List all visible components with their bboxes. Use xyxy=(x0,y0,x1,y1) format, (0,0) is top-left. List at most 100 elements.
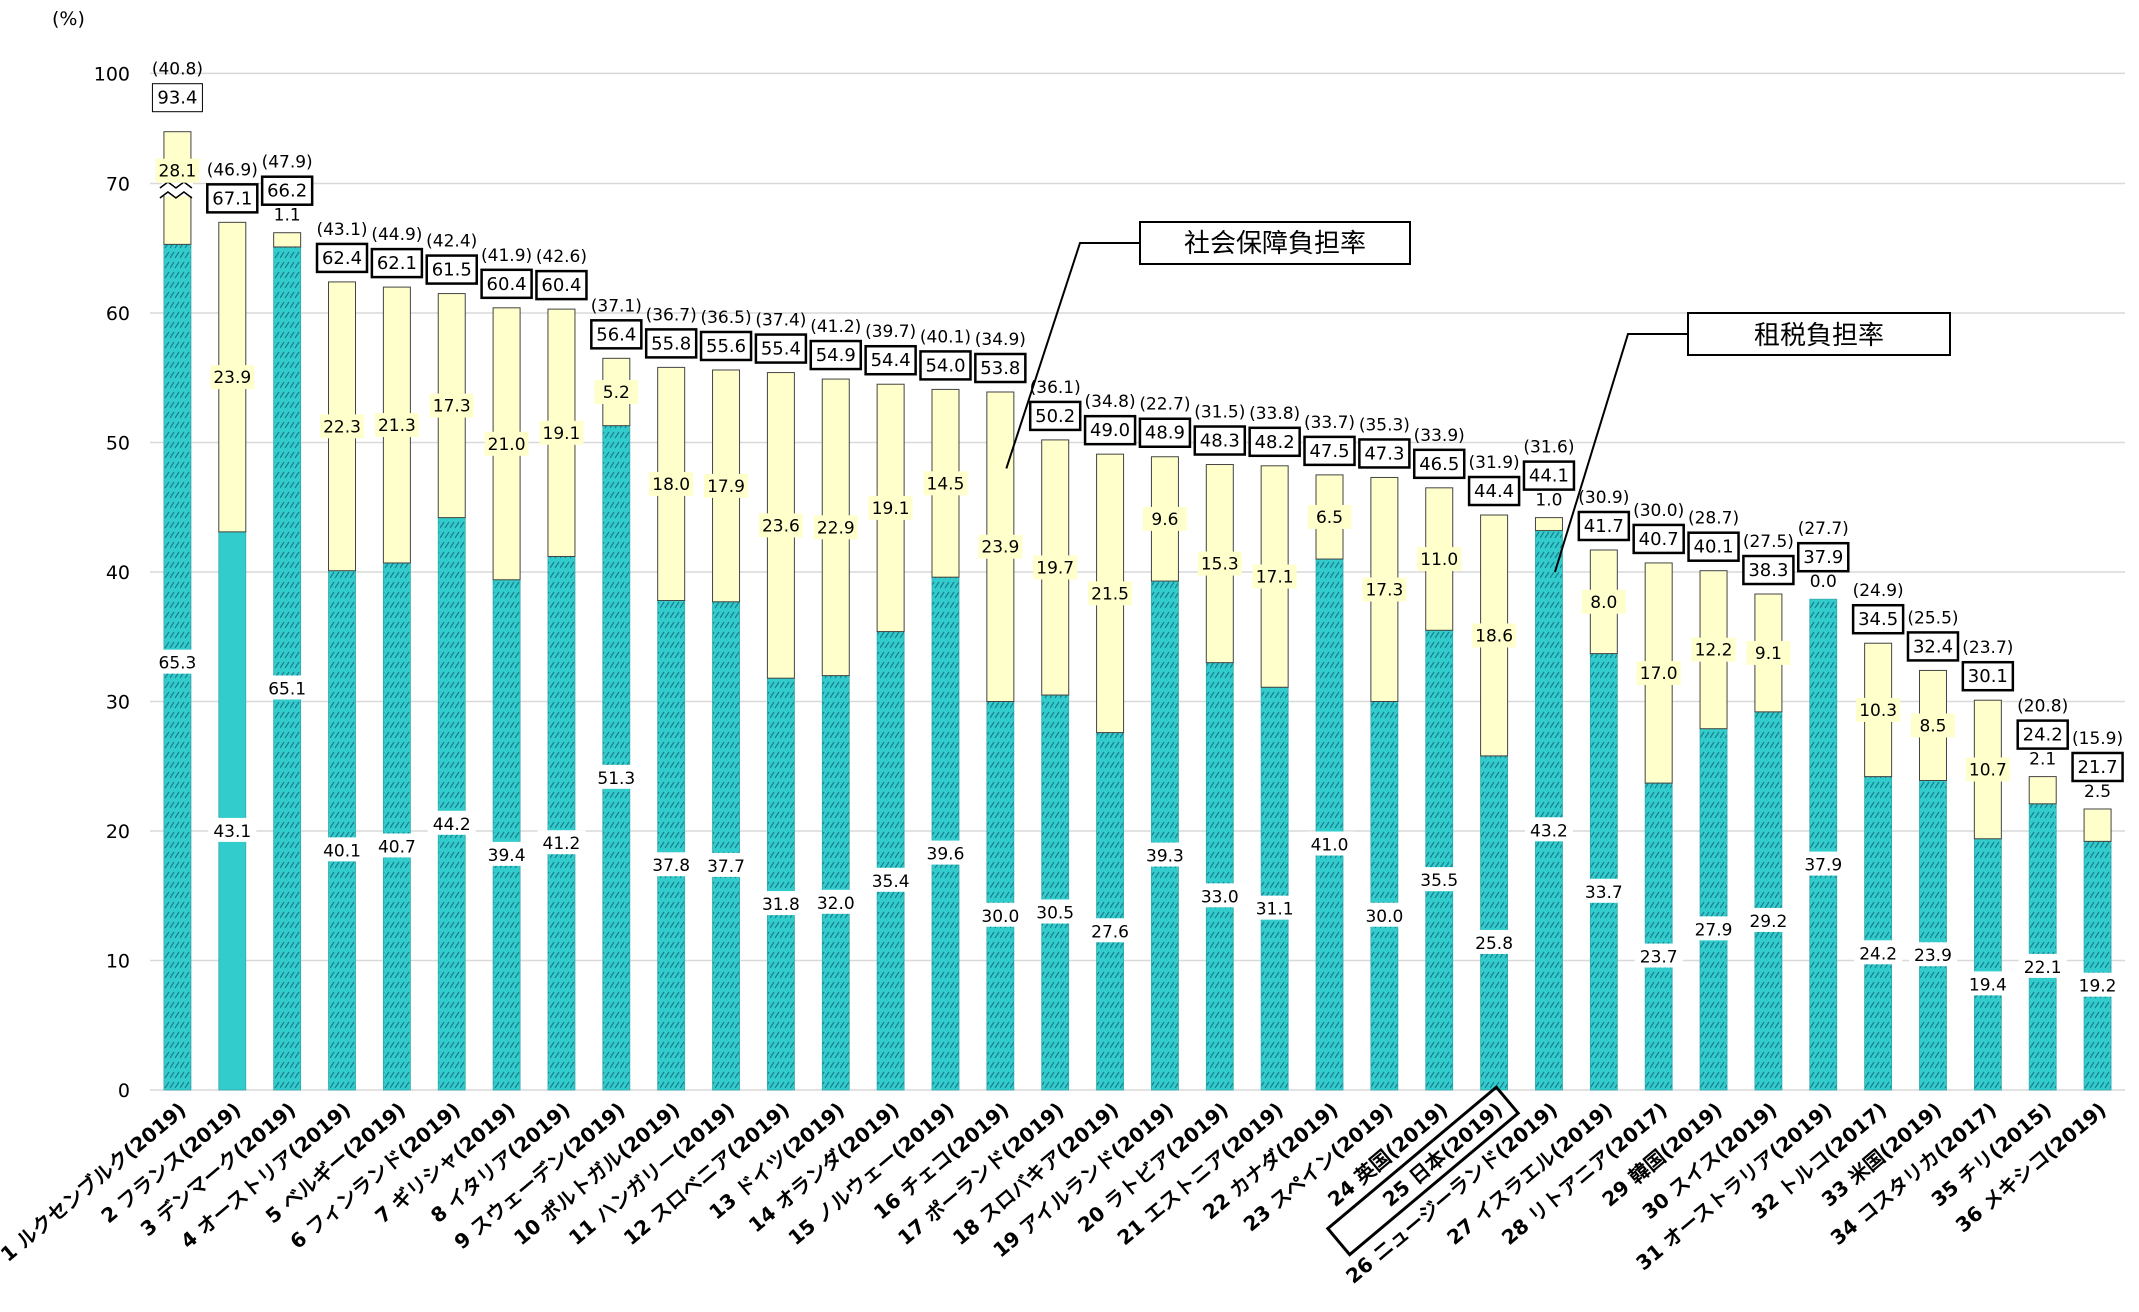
value-label-tax: 23.7 xyxy=(1640,948,1678,968)
callout-tax: 租税負担率 xyxy=(1754,321,1884,351)
value-label-bg xyxy=(429,393,474,418)
bar-tax xyxy=(547,556,576,1091)
value-label-bg xyxy=(868,495,913,520)
bar-tax xyxy=(1589,653,1618,1091)
bar-tax xyxy=(767,677,795,1091)
value-label-social: 10.3 xyxy=(1859,701,1897,721)
value-label-social: 17.3 xyxy=(1365,580,1403,600)
paren-label: (33.7) xyxy=(1304,413,1355,433)
paren-label: (25.5) xyxy=(1907,608,1958,628)
value-label-bg xyxy=(813,515,858,540)
value-label-bg xyxy=(978,534,1023,559)
bar-tax xyxy=(1205,662,1234,1091)
value-label-bg xyxy=(155,158,200,183)
value-label-bg xyxy=(1965,757,2010,782)
total-label: 55.6 xyxy=(706,336,746,357)
value-label-social: 12.2 xyxy=(1695,641,1733,661)
callout-box xyxy=(1687,312,1951,356)
value-label-bg xyxy=(1963,971,2012,996)
total-label: 46.5 xyxy=(1419,454,1459,475)
total-label: 49.0 xyxy=(1090,420,1130,441)
bar-tax xyxy=(1370,701,1399,1091)
bar-tax xyxy=(1535,530,1563,1091)
value-label-tax: 27.6 xyxy=(1091,922,1129,942)
value-label-tax: 19.2 xyxy=(2079,977,2117,997)
bar-tax xyxy=(1151,580,1179,1091)
bar-tax xyxy=(1699,728,1728,1091)
value-label-social: 21.3 xyxy=(378,416,416,436)
value-label-tax: 39.4 xyxy=(488,846,526,866)
total-box xyxy=(590,319,643,350)
bar-social-security xyxy=(1534,517,1563,532)
bars-group xyxy=(159,131,2112,1091)
paren-label: (30.0) xyxy=(1633,501,1684,521)
value-label-social: 8.5 xyxy=(1919,716,1946,736)
value-label-social: 19.1 xyxy=(872,499,910,519)
total-box xyxy=(1632,523,1685,555)
total-box xyxy=(1028,400,1082,432)
total-label: 48.3 xyxy=(1200,431,1240,452)
total-box xyxy=(644,328,698,359)
value-label-bg xyxy=(1908,942,1957,967)
value-label-bg xyxy=(263,675,312,700)
value-label-bg xyxy=(866,867,915,892)
total-box xyxy=(1138,417,1192,448)
value-label-tax: 25.8 xyxy=(1475,934,1513,954)
value-label-tax: 33.7 xyxy=(1585,883,1623,903)
total-label: 40.7 xyxy=(1639,529,1679,550)
value-label-bg xyxy=(1031,899,1080,924)
paren-label: (36.5) xyxy=(700,308,751,328)
bar-tax xyxy=(1644,782,1673,1091)
value-label-bg xyxy=(1086,918,1135,943)
paren-label: (33.9) xyxy=(1414,426,1465,446)
value-label-tax: 30.0 xyxy=(1365,907,1403,927)
value-label-bg xyxy=(153,649,202,674)
value-label-social: 9.1 xyxy=(1755,644,1782,664)
value-label-bg xyxy=(921,840,970,865)
y-tick-label: 70 xyxy=(106,174,130,196)
value-label-social: 15.3 xyxy=(1201,555,1239,575)
data-labels-group: 65.3 28.1 93.4 (40.8) 43.1 23.9 67.1 (46.9) 65.1… xyxy=(151,60,2124,997)
total-label: 66.2 xyxy=(267,181,307,202)
total-box xyxy=(1797,541,1850,573)
total-box xyxy=(535,269,588,301)
value-label-bg xyxy=(1195,883,1244,908)
bar-tax xyxy=(1480,755,1508,1091)
value-label-social: 17.1 xyxy=(1256,568,1294,588)
value-label-bg xyxy=(594,379,639,404)
value-label-tax: 41.0 xyxy=(1311,836,1349,856)
value-label-bg xyxy=(1362,577,1407,602)
value-label-social: 9.6 xyxy=(1151,510,1178,530)
value-label-tax: 37.8 xyxy=(652,856,690,876)
value-label-bg xyxy=(592,764,641,789)
value-label-tax: 31.8 xyxy=(762,895,800,915)
bar-tax xyxy=(931,576,960,1091)
paren-label: (36.1) xyxy=(1030,378,1081,398)
value-label-tax: 41.2 xyxy=(543,834,581,854)
total-label: 41.7 xyxy=(1584,516,1624,537)
value-label-tax: 30.0 xyxy=(981,907,1019,927)
bar-tax xyxy=(657,600,686,1091)
value-label-bg xyxy=(1250,895,1299,920)
bar-tax xyxy=(1919,780,1947,1091)
value-label-tax: 19.4 xyxy=(1969,975,2007,995)
total-label: 32.4 xyxy=(1913,636,1953,657)
value-label-bg xyxy=(647,852,696,877)
bar-tax xyxy=(876,631,905,1091)
total-box xyxy=(1467,475,1521,507)
value-label-bg xyxy=(1524,817,1573,842)
total-box xyxy=(919,350,972,381)
value-label-social: 28.1 xyxy=(159,162,197,182)
total-box xyxy=(151,83,203,113)
total-box xyxy=(974,352,1027,384)
total-box xyxy=(1961,660,2015,692)
value-label-social: 2.1 xyxy=(2029,750,2056,770)
paren-label: (15.9) xyxy=(2072,729,2123,749)
value-label-tax: 23.9 xyxy=(1914,946,1952,966)
value-label-bg xyxy=(1252,564,1297,589)
bar-tax xyxy=(328,570,356,1091)
bar-tax xyxy=(382,562,411,1091)
total-label: 21.7 xyxy=(2078,757,2118,778)
total-box xyxy=(1358,438,1411,469)
total-box xyxy=(480,268,533,300)
